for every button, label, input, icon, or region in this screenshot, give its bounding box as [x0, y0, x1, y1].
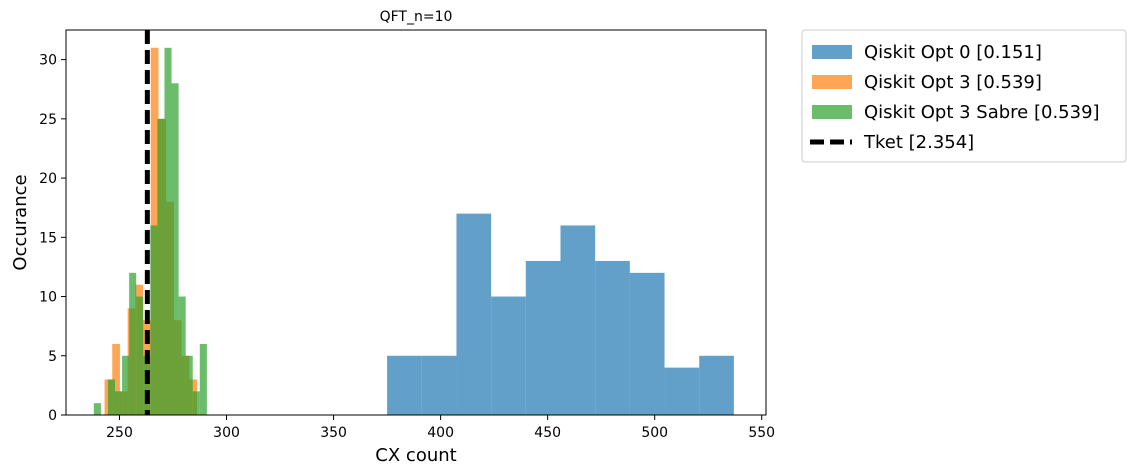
legend-swatch [812, 75, 852, 89]
histogram-bar [699, 355, 734, 415]
x-tick-label: 250 [106, 425, 133, 441]
histogram-bar [491, 296, 526, 415]
y-axis: 0 5 10 15 20 25 30 [39, 53, 66, 424]
chart-title: QFT_n=10 [380, 9, 453, 25]
x-tick-label: 400 [427, 425, 454, 441]
histogram-bar [421, 355, 457, 415]
legend: Qiskit Opt 0 [0.151] Qiskit Opt 3 [0.539]… [801, 29, 1127, 163]
histogram-bar [150, 225, 158, 415]
legend-swatch [812, 105, 852, 119]
y-tick-label: 30 [39, 53, 57, 69]
histogram-bar [185, 355, 193, 415]
y-tick-label: 10 [39, 290, 57, 306]
histogram-bar [387, 355, 422, 415]
x-tick-label: 350 [320, 425, 347, 441]
x-axis-label: CX count [375, 445, 456, 466]
histogram-bar [192, 391, 200, 415]
histogram-bar [157, 118, 165, 415]
legend-label: Qiskit Opt 3 Sabre [0.539] [864, 102, 1100, 123]
legend-item: Qiskit Opt 3 [0.539] [812, 72, 1042, 93]
legend-label: Qiskit Opt 0 [0.151] [864, 42, 1042, 63]
histogram-bar [107, 379, 116, 415]
histogram-bar [143, 355, 151, 415]
histogram-bar [93, 403, 101, 415]
histogram-bar [136, 296, 144, 415]
histogram-bar [171, 83, 179, 416]
x-tick-label: 500 [641, 425, 668, 441]
histogram-bar [178, 296, 186, 415]
histogram-bar [129, 272, 137, 415]
histogram-bar [525, 261, 561, 415]
bars-layer [93, 47, 734, 416]
x-axis: 250 300 350 400 450 500 550 [106, 415, 775, 441]
x-tick-label: 550 [748, 425, 775, 441]
legend-item: Qiskit Opt 0 [0.151] [812, 42, 1042, 63]
histogram-bar [164, 47, 172, 416]
histogram-bar [199, 343, 207, 415]
x-tick-label: 450 [534, 425, 561, 441]
series-0 [387, 213, 734, 415]
x-tick-label: 300 [213, 425, 240, 441]
plot-frame [65, 29, 767, 416]
histogram-bar [122, 355, 130, 415]
histogram-bar [112, 343, 120, 415]
histogram-bar [560, 225, 596, 415]
histogram-bar [115, 391, 123, 415]
y-tick-label: 0 [48, 408, 57, 424]
y-tick-label: 15 [39, 230, 57, 246]
y-tick-label: 5 [48, 349, 57, 365]
legend-box [801, 29, 1127, 163]
histogram-bar [456, 213, 492, 415]
legend-label: Qiskit Opt 3 [0.539] [864, 72, 1042, 93]
series-2 [93, 47, 207, 416]
legend-item: Qiskit Opt 3 Sabre [0.539] [812, 102, 1100, 123]
legend-item: Tket [2.354] [810, 132, 974, 153]
legend-label: Tket [2.354] [863, 132, 974, 153]
histogram-bar [629, 272, 665, 415]
histogram-bar [595, 261, 630, 415]
histogram-bar [664, 367, 700, 415]
legend-swatch [812, 45, 852, 59]
y-tick-label: 20 [39, 171, 57, 187]
y-axis-label: Occurance [10, 174, 31, 270]
y-tick-label: 25 [39, 112, 57, 128]
